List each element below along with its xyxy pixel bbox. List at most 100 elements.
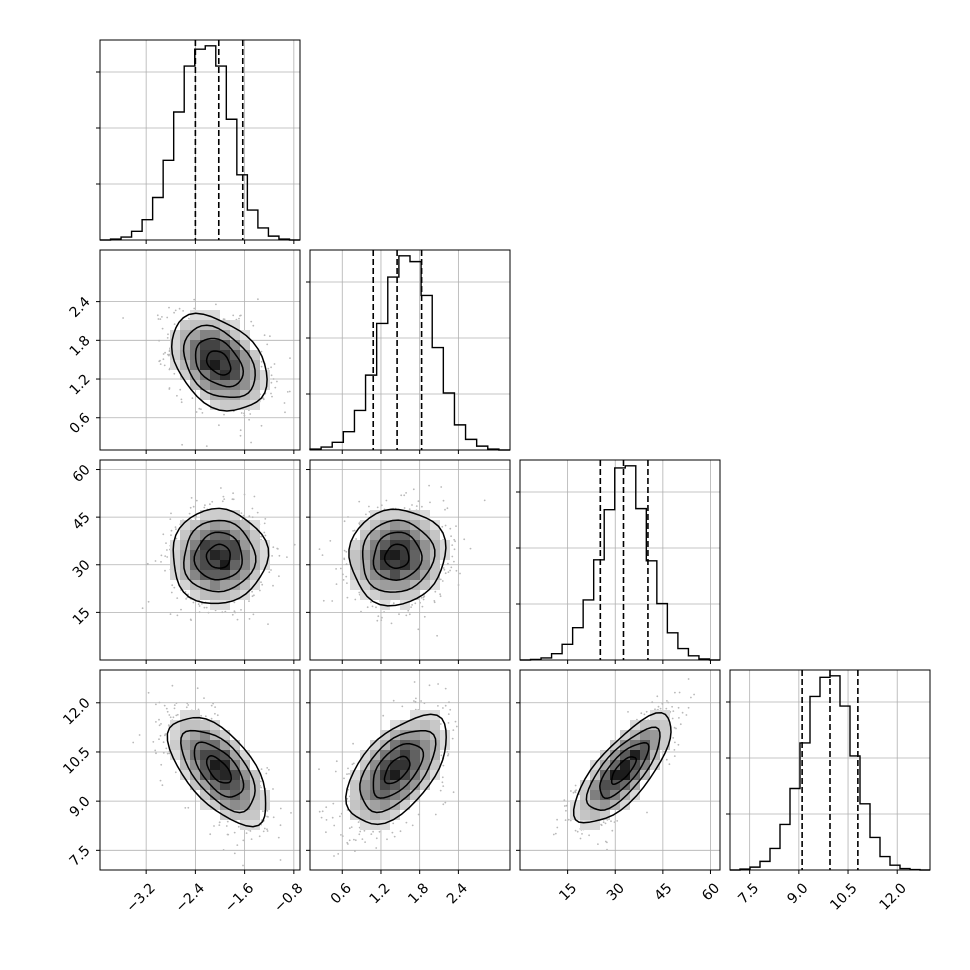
density-cell bbox=[400, 780, 410, 790]
sample-point bbox=[168, 388, 171, 390]
sample-point bbox=[334, 770, 337, 773]
sample-point bbox=[363, 829, 366, 832]
sample-point bbox=[368, 510, 371, 513]
y-tick-label-3-3: 12.0 bbox=[60, 695, 93, 728]
density-cell bbox=[390, 570, 400, 580]
density-cell bbox=[360, 540, 370, 550]
density-cell bbox=[180, 710, 190, 720]
hist-panel-0 bbox=[96, 39, 301, 241]
sample-point bbox=[423, 615, 426, 618]
density-panel-frame-3-0 bbox=[99, 669, 301, 871]
sample-point bbox=[451, 555, 454, 558]
density-cell bbox=[640, 720, 650, 730]
sample-point bbox=[325, 819, 328, 821]
sample-point bbox=[375, 837, 378, 840]
density-cell bbox=[210, 770, 220, 780]
sample-point bbox=[579, 837, 582, 840]
density-cell bbox=[190, 730, 200, 740]
sample-point bbox=[677, 706, 680, 709]
density-cell bbox=[210, 310, 220, 320]
sample-point bbox=[190, 497, 193, 499]
density-cell bbox=[640, 730, 650, 740]
sample-point bbox=[413, 681, 416, 683]
sample-point bbox=[318, 810, 321, 813]
density-cell bbox=[250, 770, 260, 780]
sample-point bbox=[243, 414, 246, 417]
sample-point bbox=[343, 558, 346, 561]
sample-point bbox=[575, 789, 577, 792]
density-cell bbox=[580, 780, 590, 790]
x-tick-label-1-1: 1.2 bbox=[367, 880, 394, 907]
sample-point bbox=[155, 703, 157, 706]
sample-point bbox=[412, 488, 415, 491]
sample-point bbox=[215, 303, 217, 306]
density-panel-3-2 bbox=[519, 669, 721, 871]
sample-point bbox=[352, 530, 354, 532]
y-tick-label-2-1: 30 bbox=[70, 557, 94, 581]
density-cell bbox=[190, 520, 200, 530]
sample-point bbox=[266, 828, 268, 831]
density-cell bbox=[410, 540, 420, 550]
sample-point bbox=[433, 600, 436, 602]
density-cell bbox=[370, 780, 380, 790]
sample-point bbox=[191, 397, 194, 399]
density-cell bbox=[220, 750, 230, 760]
sample-point bbox=[413, 700, 415, 702]
sample-point bbox=[260, 786, 262, 789]
sample-point bbox=[358, 500, 361, 503]
density-cell bbox=[250, 530, 260, 540]
sample-point bbox=[403, 507, 406, 509]
density-panel-frame-2-0 bbox=[99, 459, 301, 661]
sample-point bbox=[270, 381, 273, 384]
sample-point bbox=[170, 591, 173, 594]
sample-point bbox=[271, 395, 273, 398]
density-cell bbox=[260, 560, 270, 570]
x-tick-label-0-2: −1.6 bbox=[222, 880, 257, 915]
density-cell bbox=[420, 780, 430, 790]
density-cell bbox=[220, 810, 230, 820]
density-cell bbox=[260, 370, 270, 380]
sample-point bbox=[231, 613, 234, 616]
density-cell bbox=[590, 800, 600, 810]
y-tick-label-1-1: 1.2 bbox=[67, 371, 94, 398]
density-cell bbox=[620, 770, 630, 780]
density-cell bbox=[410, 570, 420, 580]
hist-panel-bg-0 bbox=[100, 40, 300, 240]
sample-point bbox=[382, 714, 385, 717]
sample-point bbox=[159, 779, 162, 782]
sample-point bbox=[171, 584, 174, 587]
sample-point bbox=[661, 702, 664, 705]
density-cell bbox=[210, 360, 220, 370]
sample-point bbox=[237, 825, 240, 828]
density-cell bbox=[400, 590, 410, 600]
sample-point bbox=[415, 697, 417, 700]
sample-point bbox=[272, 788, 274, 790]
sample-point bbox=[166, 752, 169, 755]
sample-point bbox=[417, 628, 420, 631]
density-panel-frame-1-0 bbox=[99, 249, 301, 451]
sample-point bbox=[195, 411, 198, 413]
contour-3-0-3 bbox=[166, 716, 267, 828]
density-cell bbox=[430, 520, 440, 530]
sample-point bbox=[192, 601, 195, 604]
density-cell bbox=[210, 590, 220, 600]
density-panel-frame-3-2 bbox=[519, 669, 721, 871]
sample-point bbox=[436, 634, 438, 637]
density-cell bbox=[220, 590, 230, 600]
sample-point bbox=[687, 706, 690, 709]
sample-point bbox=[606, 848, 608, 851]
density-cell bbox=[380, 510, 390, 520]
density-cell bbox=[650, 720, 660, 730]
sample-point bbox=[188, 317, 190, 320]
sample-point bbox=[556, 826, 559, 829]
sample-point bbox=[343, 777, 345, 780]
sample-point bbox=[201, 602, 203, 605]
sample-point bbox=[152, 741, 155, 743]
sample-point bbox=[671, 717, 674, 720]
density-cell bbox=[240, 380, 250, 390]
sample-point bbox=[414, 602, 417, 605]
sample-point bbox=[222, 495, 225, 498]
sample-point bbox=[243, 412, 245, 415]
histogram-3 bbox=[730, 675, 930, 871]
density-cell bbox=[390, 530, 400, 540]
